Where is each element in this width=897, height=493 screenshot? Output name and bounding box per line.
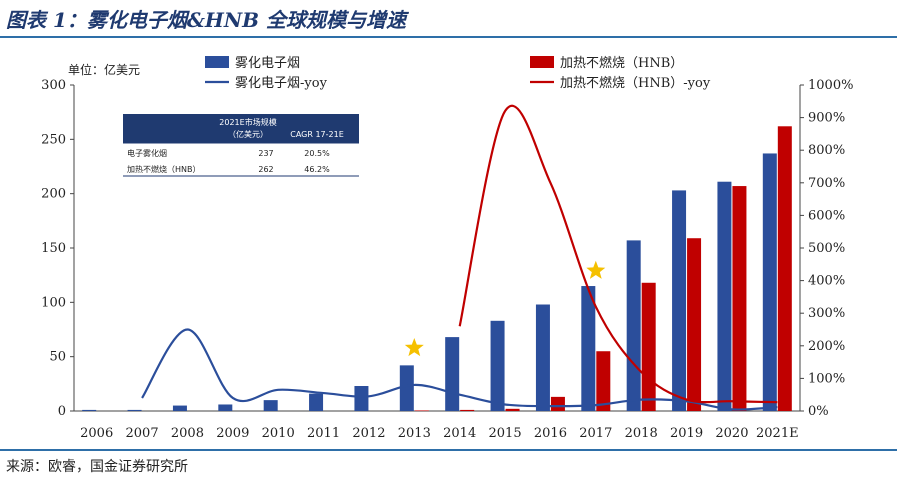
star-marker-2017 [586, 260, 606, 279]
table-row-size: 237 [258, 149, 273, 158]
left-axis-tick-label: 50 [49, 350, 66, 365]
legend-label-3: 加热不燃烧（HNB）-yoy [560, 75, 711, 91]
right-axis-tick-label: 700% [808, 176, 845, 191]
legend-label-1: 加热不燃烧（HNB） [560, 55, 683, 71]
chart-markers [404, 260, 606, 357]
x-axis-tick-label: 2016 [534, 426, 567, 441]
x-axis-tick-label: 2013 [398, 426, 431, 441]
left-axis-tick-label: 200 [41, 187, 66, 202]
x-axis-tick-label: 2015 [489, 426, 522, 441]
x-axis-tick-label: 2020 [715, 426, 748, 441]
right-axis-tick-label: 200% [808, 339, 845, 354]
left-axis-tick-label: 300 [41, 78, 66, 93]
bar-series-1-2013 [414, 410, 429, 412]
x-axis-tick-label: 2006 [80, 426, 113, 441]
chart: 单位：亿美元 0 50 100 150 200 250 300 0% 100% 200% 300% 4… [41, 55, 853, 441]
bar-series-1-2016 [550, 396, 565, 411]
right-axis-tick-label: 800% [808, 143, 845, 158]
x-axis-tick-label: 2007 [126, 426, 159, 441]
figure-title: 图表 1：雾化电子烟&HNB 全球规模与增速 [6, 8, 406, 32]
bar-series-1-2014 [460, 409, 475, 411]
right-axis-tick-label: 100% [808, 371, 845, 386]
left-axis-tick-label: 150 [41, 241, 66, 256]
x-axis-tick-label: 2008 [171, 426, 204, 441]
right-axis-tick-label: 400% [808, 274, 845, 289]
chart-lines [141, 104, 778, 411]
bar-series-0-2014 [445, 337, 460, 411]
bar-series-1-2021E [777, 126, 792, 411]
bar-series-0-2018 [626, 240, 641, 411]
x-axis-tick-label: 2011 [307, 426, 340, 441]
bar-series-0-2010 [263, 400, 278, 411]
chart-bars [82, 126, 792, 412]
bar-series-0-2007 [127, 409, 142, 411]
bar-series-1-2020 [732, 186, 747, 411]
bar-series-1-2015 [505, 408, 520, 411]
table-header-cagr: CAGR 17-21E [290, 130, 344, 139]
bar-series-0-2009 [218, 404, 233, 411]
legend-label-2: 雾化电子烟-yoy [235, 76, 328, 91]
star-marker-2013 [404, 338, 424, 357]
right-axis-tick-label: 600% [808, 208, 845, 223]
table-row-label: 加热不燃烧（HNB） [127, 164, 201, 174]
x-axis-tick-label: 2014 [443, 426, 476, 441]
bar-series-1-2017 [596, 351, 611, 411]
left-axis-tick-label: 100 [41, 295, 66, 310]
line-series-3 [458, 104, 778, 404]
x-axis-tick-label: 2010 [262, 426, 295, 441]
bar-series-0-2021E [762, 153, 777, 411]
legend-swatch-1 [530, 56, 554, 68]
chart-axes: 0 50 100 150 200 250 300 0% 100% 200% 300% 400% 500%… [41, 78, 853, 441]
title-divider [0, 36, 897, 38]
bar-series-1-2018 [641, 282, 656, 411]
table-header-bg [123, 114, 359, 143]
x-axis-tick-label: 2019 [670, 426, 703, 441]
summary-table: 2021E市场规模 （亿美元） CAGR 17-21E 电子雾化烟 237 20.5% 加热… [123, 114, 359, 177]
right-axis-tick-label: 1000% [808, 78, 853, 93]
right-axis-tick-label: 0% [808, 404, 829, 419]
bar-series-1-2019 [687, 238, 702, 411]
bar-series-0-2017 [581, 286, 596, 411]
x-axis-tick-label: 2009 [216, 426, 249, 441]
right-axis-tick-label: 500% [808, 241, 845, 256]
x-axis-tick-label: 2017 [579, 426, 612, 441]
table-header-title: 2021E市场规模 [219, 117, 276, 127]
x-axis-tick-label: 2021E [756, 426, 799, 441]
bar-series-0-2006 [82, 409, 97, 411]
source-divider [0, 449, 897, 451]
x-axis-tick-label: 2018 [625, 426, 658, 441]
unit-label: 单位：亿美元 [68, 62, 140, 77]
legend-label-0: 雾化电子烟 [235, 56, 300, 71]
source-note: 来源：欧睿，国金证券研究所 [6, 459, 188, 475]
left-axis-tick-label: 0 [58, 404, 66, 419]
bar-series-0-2016 [535, 304, 550, 411]
left-axis-tick-label: 250 [41, 132, 66, 147]
bar-series-0-2020 [717, 181, 732, 411]
bar-series-0-2013 [399, 365, 414, 411]
table-row-label: 电子雾化烟 [127, 148, 167, 158]
bar-series-0-2019 [672, 190, 687, 411]
bar-series-0-2011 [309, 393, 324, 411]
table-header-unit: （亿美元） [228, 129, 268, 139]
bar-series-0-2015 [490, 320, 505, 411]
right-axis-tick-label: 300% [808, 306, 845, 321]
table-row-cagr: 20.5% [304, 149, 330, 158]
legend-swatch-0 [205, 56, 229, 68]
line-series-2 [141, 328, 778, 411]
right-axis-tick-label: 900% [808, 111, 845, 126]
bar-series-0-2008 [172, 405, 187, 411]
table-row-cagr: 46.2% [304, 165, 330, 174]
bar-series-0-2012 [354, 386, 369, 411]
table-row-size: 262 [258, 165, 273, 174]
x-axis-tick-label: 2012 [352, 426, 385, 441]
